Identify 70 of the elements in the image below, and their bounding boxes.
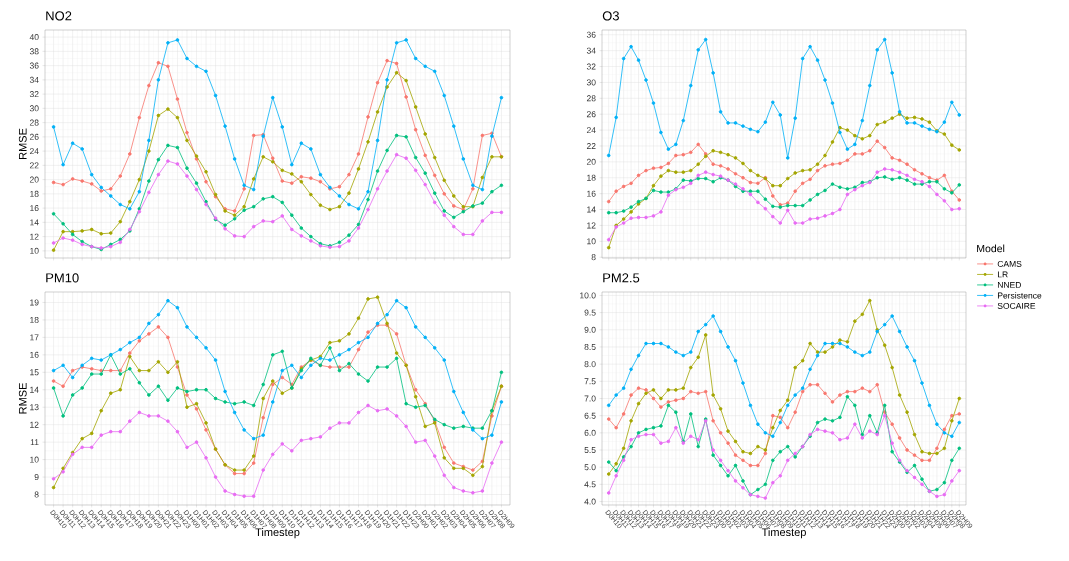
y-tick-label: 6.0 <box>584 429 596 436</box>
y-tick-label: 13 <box>30 404 39 411</box>
y-tick-label: 8.5 <box>584 343 596 350</box>
y-tick-label: 12 <box>30 233 39 240</box>
chart-title: PM2.5 <box>603 273 640 283</box>
y-tick-label: 4.5 <box>584 481 596 488</box>
y-tick-label: 34 <box>29 76 39 83</box>
y-tick-label: 16 <box>30 205 39 212</box>
y-tick-label: 20 <box>29 176 39 183</box>
y-tick-label: 22 <box>586 143 596 149</box>
x-axis-title: Timestep <box>761 528 806 539</box>
y-tick-label: 18 <box>30 316 39 323</box>
legend-label: Persistence <box>997 292 1042 299</box>
legend-label: LR <box>997 271 1008 278</box>
y-tick-label: 14 <box>30 219 39 226</box>
y-tick-label: 7.0 <box>584 395 596 402</box>
y-tick-label: 22 <box>29 162 39 169</box>
y-tick-label: 30 <box>586 79 596 86</box>
y-tick-label: 8.0 <box>584 361 596 368</box>
y-tick-label: 34 <box>586 47 596 54</box>
y-tick-label: 36 <box>29 62 39 69</box>
y-tick-label: 8 <box>591 254 596 261</box>
y-tick-label: 18 <box>30 190 39 197</box>
y-tick-label: 11 <box>30 439 39 446</box>
y-tick-label: 9 <box>34 474 39 481</box>
y-tick-label: 10 <box>30 247 39 254</box>
y-tick-label: 12 <box>587 222 596 229</box>
y-tick-label: 16 <box>587 190 596 197</box>
y-tick-label: 14 <box>30 386 39 393</box>
y-tick-label: 10 <box>30 456 39 463</box>
y-tick-label: 24 <box>586 127 596 134</box>
y-tick-label: 14 <box>587 206 596 213</box>
y-tick-label: 32 <box>29 91 39 98</box>
legend-label: CAMS <box>997 260 1022 267</box>
legend-label: SOCAIRE <box>997 302 1036 309</box>
y-axis-title: RMSE <box>18 128 27 159</box>
y-tick-label: 26 <box>586 111 596 118</box>
chart-title: NO2 <box>46 11 72 21</box>
y-tick-label: 28 <box>586 95 596 102</box>
y-tick-label: 32 <box>586 63 596 70</box>
chart-title: PM10 <box>46 273 79 283</box>
y-tick-label: 36 <box>586 31 596 38</box>
y-tick-label: 5.5 <box>584 447 596 453</box>
y-tick-label: 5.0 <box>584 464 596 471</box>
x-axis-title: Timestep <box>255 528 300 539</box>
y-tick-label: 19 <box>30 299 39 306</box>
y-tick-label: 16 <box>30 351 39 358</box>
y-tick-label: 28 <box>29 119 39 126</box>
y-axis-title: RMSE <box>18 383 27 414</box>
y-tick-label: 20 <box>586 158 596 165</box>
y-tick-label: 10 <box>587 238 596 245</box>
y-tick-label: 6.5 <box>584 412 596 419</box>
y-tick-label: 38 <box>29 48 39 55</box>
y-tick-label: 26 <box>29 133 39 140</box>
y-tick-label: 10.0 <box>580 292 596 299</box>
y-tick-label: 15 <box>30 369 39 376</box>
y-tick-label: 9.0 <box>584 326 596 333</box>
y-tick-label: 18 <box>587 174 596 181</box>
y-tick-label: 30 <box>29 105 39 112</box>
y-tick-label: 40 <box>29 34 39 41</box>
y-tick-label: 24 <box>29 148 39 155</box>
y-tick-label: 9.5 <box>584 309 596 316</box>
y-tick-label: 7.5 <box>584 378 596 385</box>
y-tick-label: 4.0 <box>584 498 596 505</box>
y-tick-label: 17 <box>30 334 39 341</box>
legend-label: NNED <box>997 282 1021 288</box>
y-tick-label: 12 <box>30 421 39 428</box>
y-tick-label: 8 <box>34 491 39 498</box>
chart-title: O3 <box>602 11 619 21</box>
legend-title: Model <box>977 244 1005 253</box>
